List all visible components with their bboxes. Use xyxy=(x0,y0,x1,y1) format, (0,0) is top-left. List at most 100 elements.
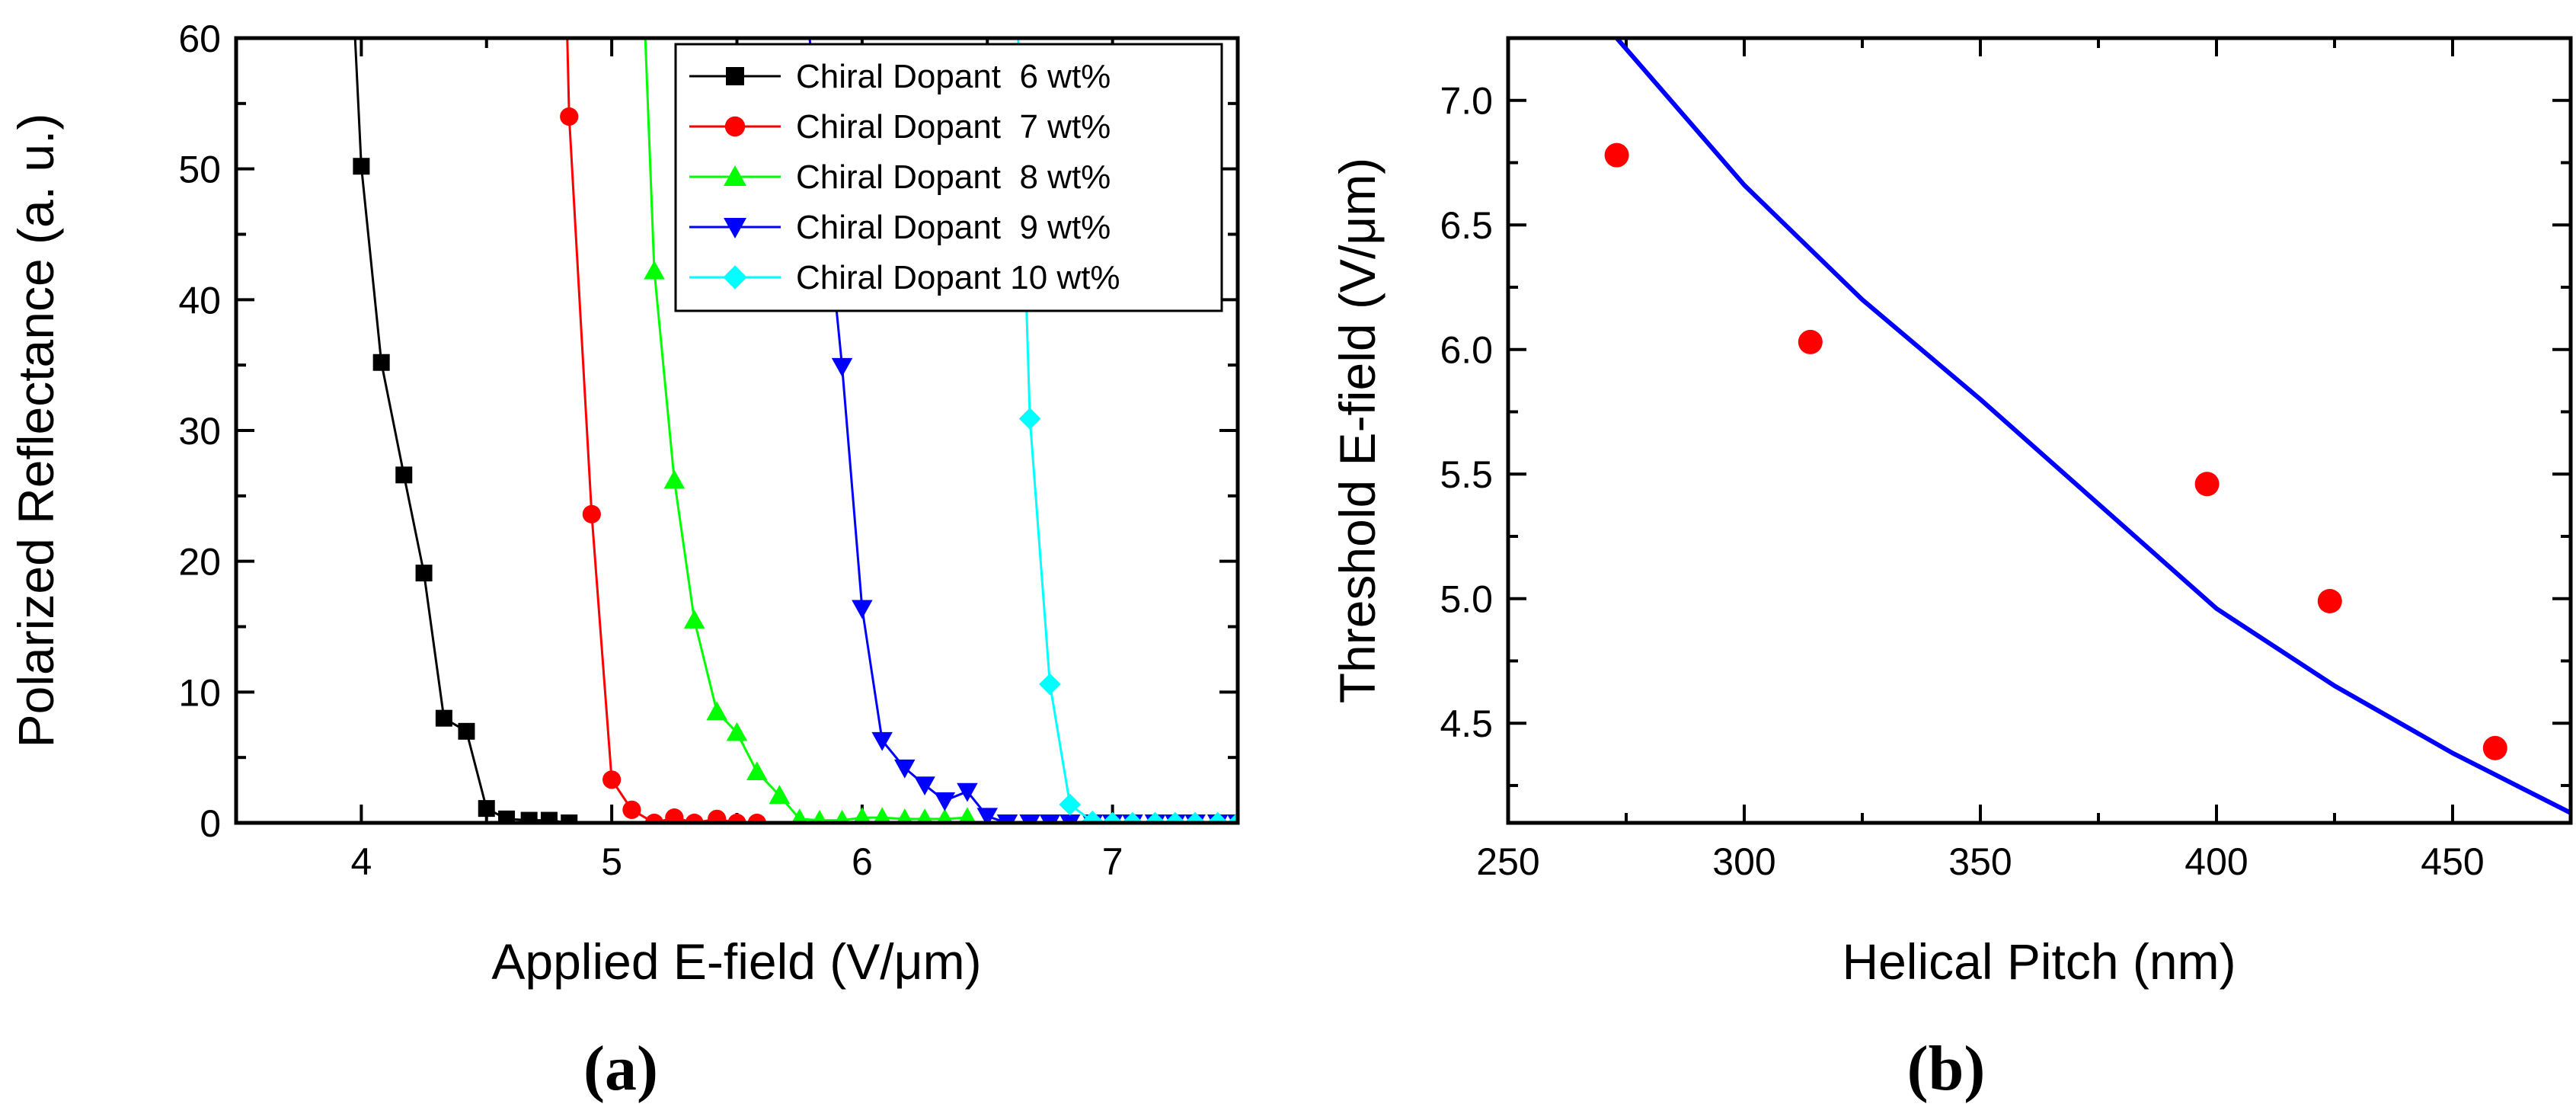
a-series-line-4 xyxy=(808,38,1238,823)
a-series-3-point xyxy=(663,469,686,489)
b-x-tick-label: 450 xyxy=(2421,840,2484,883)
a-plot-frame xyxy=(234,36,1240,825)
a-series-1-point xyxy=(435,709,452,727)
a-series-2-point xyxy=(622,800,641,819)
a-x-tick-label: 4 xyxy=(350,840,372,883)
panel-b: 250 300 350 400 450 4.5 5.0 5.5 6.0 6.5 7.0 Helica… xyxy=(1329,36,2573,1104)
a-series-5-point xyxy=(1121,811,1144,823)
a-series-3-point xyxy=(791,808,808,823)
a-series-1-point xyxy=(520,811,538,823)
a-series-1-point xyxy=(498,810,516,823)
a-series-2-point xyxy=(644,813,664,823)
a-series-2-point xyxy=(727,813,746,823)
a-series-4-point xyxy=(934,792,956,811)
a-series-4-point xyxy=(976,808,998,823)
a-series-3-point xyxy=(916,808,933,823)
a-y-tick-label: 20 xyxy=(178,541,221,584)
a-x-tick-label: 5 xyxy=(601,840,622,883)
a-y-tick-label: 60 xyxy=(178,18,221,60)
b-y-tick-label: 4.5 xyxy=(1440,702,1493,745)
a-series-2-point xyxy=(685,813,704,823)
a-legend-label-4: Chiral Dopant 9 wt% xyxy=(796,209,1111,246)
a-x-tick-label: 6 xyxy=(852,840,873,883)
a-series-3-point xyxy=(936,808,953,823)
a-series-2-point xyxy=(708,809,727,823)
a-series-3-point xyxy=(958,807,976,823)
a-x-axis-label: Applied E-field (V/μm) xyxy=(491,933,981,990)
a-series-4-point xyxy=(996,814,1018,823)
a-panel-label: (a) xyxy=(583,1033,658,1104)
a-series-1-point xyxy=(353,158,370,175)
a-series-5-point xyxy=(1226,811,1238,823)
a-series-1-point xyxy=(458,722,475,740)
a-series-line-1 xyxy=(353,38,570,823)
a-legend-marker-2 xyxy=(724,116,746,137)
a-series-4-point xyxy=(831,357,853,377)
a-series-5-point xyxy=(1059,793,1082,816)
a-series-5-point xyxy=(1018,408,1041,430)
a-y-tick-label: 0 xyxy=(200,802,221,845)
a-series-5-point xyxy=(1207,811,1229,823)
b-x-tick-label: 400 xyxy=(2184,840,2248,883)
b-data-point xyxy=(2317,588,2342,613)
a-series-4-point xyxy=(957,782,978,802)
a-series-3-point xyxy=(896,808,913,823)
a-legend-marker-5 xyxy=(723,265,747,290)
a-series-5-point xyxy=(1039,673,1061,696)
b-axis-ticks xyxy=(1507,37,2572,823)
b-data-point xyxy=(2194,472,2220,497)
a-legend-label-2: Chiral Dopant 7 wt% xyxy=(796,108,1111,146)
b-tick-labels: 250 300 350 400 450 4.5 5.0 5.5 6.0 6.5 7.0 xyxy=(1440,80,2484,883)
a-y-tick-label: 30 xyxy=(178,410,221,453)
a-series-3-point xyxy=(746,761,768,781)
a-series-2-point xyxy=(560,107,579,126)
b-y-tick-label: 6.0 xyxy=(1440,329,1493,372)
a-legend-marker-3 xyxy=(724,165,746,186)
a-series-3-point xyxy=(873,807,891,823)
a-series-group xyxy=(353,38,1238,823)
a-y-tick-label: 10 xyxy=(178,671,221,714)
b-series-group xyxy=(1604,38,2571,815)
a-series-line-5 xyxy=(1017,38,1238,823)
a-series-5-point xyxy=(1144,811,1166,823)
a-legend: Chiral Dopant 6 wt% Chiral Dopant 7 wt% Ch… xyxy=(674,43,1223,312)
b-data-point xyxy=(2482,735,2507,760)
a-series-4-point xyxy=(1039,814,1061,823)
b-x-tick-label: 350 xyxy=(1948,840,2012,883)
b-x-tick-label: 250 xyxy=(1476,840,1539,883)
a-series-1-point xyxy=(540,811,558,823)
b-x-tick-label: 300 xyxy=(1712,840,1775,883)
a-series-3-point xyxy=(683,610,705,629)
a-legend-label-5: Chiral Dopant 10 wt% xyxy=(796,259,1120,296)
a-series-1-point xyxy=(395,466,413,484)
b-y-tick-label: 5.0 xyxy=(1440,578,1493,621)
a-tick-labels: 4 5 6 7 0 10 20 30 40 50 60 xyxy=(178,18,1123,883)
a-series-2-point xyxy=(582,504,601,523)
b-y-tick-label: 7.0 xyxy=(1440,80,1493,123)
a-series-3-point xyxy=(726,722,748,741)
a-series-3-point xyxy=(835,809,850,823)
b-y-tick-label: 5.5 xyxy=(1440,453,1493,496)
a-series-4-point xyxy=(1019,814,1040,823)
a-series-5-point xyxy=(1082,810,1104,823)
a-series-5-point xyxy=(1184,811,1207,823)
a-series-4-point xyxy=(914,776,935,795)
a-legend-label-3: Chiral Dopant 8 wt% xyxy=(796,158,1111,196)
a-series-2-point xyxy=(665,808,684,823)
b-fit-curve xyxy=(1615,38,2571,815)
a-x-tick-label: 7 xyxy=(1102,840,1123,883)
a-series-3-point xyxy=(644,260,665,280)
b-data-point xyxy=(1604,142,1629,168)
a-series-4-point xyxy=(871,731,893,751)
a-series-3-point xyxy=(853,807,871,823)
a-series-3-point xyxy=(812,809,827,823)
a-series-2-point xyxy=(602,770,622,789)
a-series-2-point xyxy=(747,813,766,823)
a-series-1-point xyxy=(372,354,390,371)
a-series-4-point xyxy=(894,759,916,779)
a-legend-label-1: Chiral Dopant 6 wt% xyxy=(796,58,1111,95)
a-series-4-point xyxy=(1059,814,1081,823)
b-y-axis-label: Threshold E-field (V/μm) xyxy=(1329,158,1385,704)
